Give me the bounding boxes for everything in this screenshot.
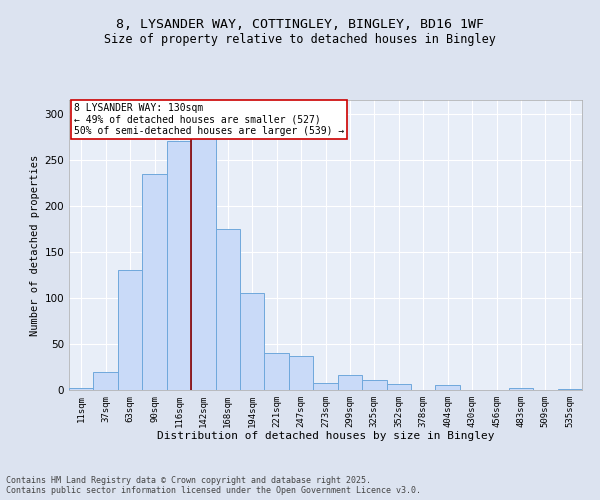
Y-axis label: Number of detached properties: Number of detached properties <box>30 154 40 336</box>
Bar <box>386 384 411 390</box>
Bar <box>118 270 142 390</box>
Bar <box>240 294 265 390</box>
Bar <box>142 174 167 390</box>
Bar <box>557 389 582 390</box>
Bar <box>265 353 289 390</box>
Text: 8, LYSANDER WAY, COTTINGLEY, BINGLEY, BD16 1WF: 8, LYSANDER WAY, COTTINGLEY, BINGLEY, BD… <box>116 18 484 30</box>
Bar <box>289 356 313 390</box>
X-axis label: Distribution of detached houses by size in Bingley: Distribution of detached houses by size … <box>157 432 494 442</box>
Bar <box>362 380 386 390</box>
Bar <box>509 388 533 390</box>
Bar <box>94 372 118 390</box>
Text: Contains HM Land Registry data © Crown copyright and database right 2025.
Contai: Contains HM Land Registry data © Crown c… <box>6 476 421 495</box>
Text: Size of property relative to detached houses in Bingley: Size of property relative to detached ho… <box>104 32 496 46</box>
Bar <box>167 142 191 390</box>
Bar <box>69 388 94 390</box>
Bar <box>436 386 460 390</box>
Bar <box>215 229 240 390</box>
Text: 8 LYSANDER WAY: 130sqm
← 49% of detached houses are smaller (527)
50% of semi-de: 8 LYSANDER WAY: 130sqm ← 49% of detached… <box>74 103 344 136</box>
Bar <box>313 382 338 390</box>
Bar <box>338 376 362 390</box>
Bar <box>191 132 215 390</box>
